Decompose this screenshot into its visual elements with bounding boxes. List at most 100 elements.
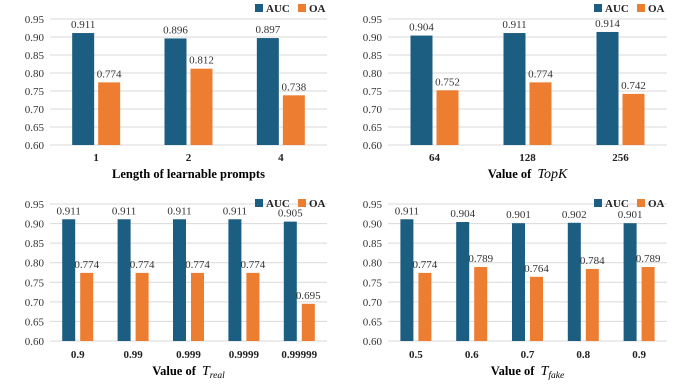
bar-auc	[117, 219, 131, 341]
y-tick-label: 0.80	[25, 258, 45, 270]
y-tick-label: 0.60	[25, 140, 45, 152]
x-axis-title: Length of learnable prompts	[112, 167, 265, 181]
y-tick-label: 0.90	[363, 219, 383, 231]
data-label-auc: 0.911	[395, 205, 419, 217]
y-tick-label: 0.80	[363, 68, 383, 80]
x-tick-label: 128	[519, 152, 536, 164]
bar-oa	[474, 267, 488, 341]
x-tick-label: 0.6	[465, 349, 479, 361]
y-tick-label: 0.95	[363, 199, 383, 211]
legend: AUC OA	[594, 198, 665, 210]
legend-label-oa: OA	[648, 3, 665, 15]
y-tick-label: 0.75	[25, 277, 45, 289]
legend-label-auc: AUC	[266, 198, 290, 210]
bar-oa	[641, 267, 655, 341]
data-label-auc: 0.911	[223, 205, 247, 217]
legend-swatch-oa	[637, 199, 645, 207]
data-label-auc: 0.904	[450, 208, 475, 220]
bar-oa	[436, 90, 459, 145]
bar-auc	[567, 222, 581, 341]
data-label-auc: 0.905	[278, 208, 303, 220]
data-label-oa: 0.774	[413, 259, 438, 271]
bar-oa	[530, 276, 543, 341]
data-label-auc: 0.911	[502, 19, 526, 31]
legend-label-auc: AUC	[266, 3, 290, 15]
legend-swatch-oa	[298, 199, 306, 207]
x-tick-label: 0.9	[632, 349, 646, 361]
x-tick-label: 0.8	[576, 349, 590, 361]
y-tick-label: 0.95	[25, 14, 45, 26]
data-label-oa: 0.774	[528, 68, 553, 80]
data-label-oa: 0.774	[241, 259, 266, 271]
data-label-oa: 0.752	[435, 76, 460, 88]
legend-label-oa: OA	[648, 198, 665, 210]
data-label-oa: 0.774	[130, 259, 155, 271]
y-tick-label: 0.95	[25, 199, 45, 211]
y-tick-label: 0.85	[363, 50, 383, 62]
data-label-oa: 0.774	[74, 259, 99, 271]
x-tick-label: 0.9999	[229, 349, 260, 361]
x-tick-label: 4	[278, 152, 284, 164]
x-tick-label: 0.99999	[281, 349, 317, 361]
bar-oa	[301, 303, 315, 341]
y-tick-label: 0.65	[363, 316, 383, 328]
bar-oa	[80, 272, 94, 341]
chart-panel-1: 0.60 0.65 0.70 0.75 0.80 0.85 0.90 0.95 0.911 0.7…	[25, 3, 327, 181]
y-tick-label: 0.70	[363, 297, 383, 309]
chart-panel-2: 0.60 0.65 0.70 0.75 0.80 0.85 0.90 0.95 0.904 0.7…	[363, 3, 667, 182]
x-tick-label: 1	[93, 152, 99, 164]
data-label-oa: 0.789	[636, 253, 661, 265]
data-label-oa: 0.774	[97, 68, 122, 80]
bar-oa	[190, 68, 213, 145]
data-label-oa: 0.738	[281, 81, 306, 93]
bar-auc	[596, 31, 619, 145]
x-tick-label: 0.9	[71, 349, 85, 361]
bar-oa	[418, 272, 432, 341]
bar-auc	[72, 33, 95, 145]
y-tick-label: 0.80	[25, 68, 45, 80]
y-tick-label: 0.75	[363, 86, 383, 98]
y-tick-label: 0.60	[25, 336, 45, 348]
bar-auc	[623, 223, 637, 341]
bar-auc	[456, 222, 470, 341]
y-tick-label: 0.75	[363, 277, 383, 289]
bar-oa	[98, 82, 121, 145]
data-label-oa: 0.764	[524, 263, 549, 275]
legend: AUC OA	[255, 198, 326, 210]
bar-oa	[282, 95, 305, 145]
data-label-auc: 0.911	[112, 205, 136, 217]
bar-oa	[622, 93, 645, 145]
legend: AUC OA	[255, 3, 326, 15]
y-tick-label: 0.60	[363, 336, 383, 348]
x-axis-title: Value of Treal	[152, 364, 225, 381]
bar-auc	[410, 35, 433, 146]
x-tick-label: 256	[612, 152, 629, 164]
x-tick-label: 2	[186, 152, 192, 164]
bar-auc	[512, 223, 525, 341]
bar-oa	[246, 272, 260, 341]
legend-label-oa: OA	[309, 198, 326, 210]
x-tick-label: 0.7	[521, 349, 535, 361]
legend-label-auc: AUC	[605, 198, 629, 210]
chart-panel-3: 0.60 0.65 0.70 0.75 0.80 0.85 0.90 0.95 0.911 0.7…	[25, 198, 327, 381]
legend-label-oa: OA	[309, 3, 326, 15]
bar-oa	[191, 272, 204, 341]
legend-swatch-oa	[298, 4, 306, 12]
y-tick-label: 0.70	[25, 104, 45, 116]
data-label-auc: 0.902	[562, 209, 587, 221]
y-tick-label: 0.85	[25, 50, 45, 62]
y-tick-label: 0.65	[25, 122, 45, 134]
y-tick-label: 0.90	[363, 32, 383, 44]
data-label-oa: 0.784	[580, 255, 605, 267]
y-tick-label: 0.65	[363, 122, 383, 134]
bar-auc	[228, 219, 242, 341]
data-label-auc: 0.911	[167, 205, 191, 217]
y-tick-label: 0.60	[363, 140, 383, 152]
bar-auc	[400, 219, 414, 341]
data-label-auc: 0.914	[595, 18, 620, 30]
x-axis-title: Value of TopK	[488, 167, 568, 182]
y-tick-label: 0.90	[25, 219, 45, 231]
x-tick-label: 0.99	[123, 349, 143, 361]
data-label-auc: 0.896	[163, 24, 188, 36]
